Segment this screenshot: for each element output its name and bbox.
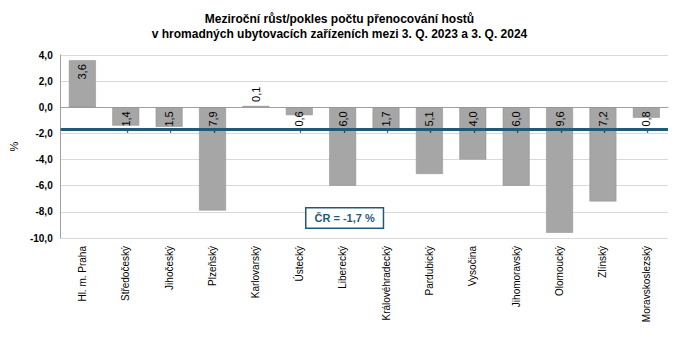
svg-text:Karlovarský: Karlovarský <box>250 246 261 298</box>
svg-text:- 9,6: - 9,6 <box>553 111 566 134</box>
svg-text:- 1,5: - 1,5 <box>163 111 176 134</box>
svg-text:Liberecký: Liberecký <box>337 246 348 289</box>
svg-text:Zlínský: Zlínský <box>597 246 608 278</box>
svg-text:- 0,6: - 0,6 <box>293 111 306 134</box>
svg-text:- 1,4: - 1,4 <box>119 111 132 134</box>
svg-text:-6,0: -6,0 <box>35 180 53 191</box>
svg-text:- 7,2: - 7,2 <box>596 111 609 134</box>
svg-text:- 4,0: - 4,0 <box>466 111 479 134</box>
svg-text:Jihomoravský: Jihomoravský <box>511 246 522 307</box>
svg-text:Olomoucký: Olomoucký <box>554 246 565 296</box>
svg-text:Moravskoslezský: Moravskoslezský <box>641 246 652 322</box>
svg-text:-4,0: -4,0 <box>35 154 53 165</box>
svg-text:Pardubický: Pardubický <box>424 246 435 295</box>
svg-text:v hromadných ubytovacích zaříz: v hromadných ubytovacích zařízeních mezi… <box>152 27 528 41</box>
svg-text:Hl. m. Praha: Hl. m. Praha <box>77 246 88 302</box>
svg-text:-8,0: -8,0 <box>35 206 53 217</box>
svg-text:Plzeňský: Plzeňský <box>207 246 218 286</box>
svg-text:0,1: 0,1 <box>250 87 262 102</box>
svg-text:Středočeský: Středočeský <box>120 246 131 301</box>
svg-text:-2,0: -2,0 <box>35 128 53 139</box>
svg-text:%: % <box>8 141 20 151</box>
svg-text:- 0,8: - 0,8 <box>640 111 653 134</box>
svg-text:ČR = -1,7 %: ČR = -1,7 % <box>315 212 375 224</box>
svg-text:Královéhradecký: Královéhradecký <box>381 246 392 320</box>
svg-text:Vysočina: Vysočina <box>467 246 478 287</box>
svg-text:Jihočeský: Jihočeský <box>164 246 175 290</box>
svg-text:- 6,0: - 6,0 <box>336 111 349 134</box>
svg-text:- 5,1: - 5,1 <box>423 111 436 134</box>
svg-text:Meziroční růst/pokles počtu př: Meziroční růst/pokles počtu přenocování … <box>205 12 474 26</box>
svg-text:0,0: 0,0 <box>39 102 53 113</box>
svg-text:-10,0: -10,0 <box>30 233 53 244</box>
svg-text:- 7,9: - 7,9 <box>206 111 219 134</box>
svg-text:- 6,0: - 6,0 <box>510 111 523 134</box>
svg-text:4,0: 4,0 <box>39 50 53 61</box>
svg-text:- 1,7: - 1,7 <box>380 111 392 134</box>
svg-text:2,0: 2,0 <box>39 76 53 87</box>
svg-text:Ústecký: Ústecký <box>293 246 305 282</box>
svg-text:3,6: 3,6 <box>76 64 88 79</box>
